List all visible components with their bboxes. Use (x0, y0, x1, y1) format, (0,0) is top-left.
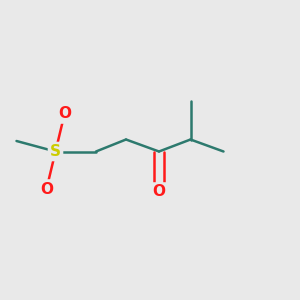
Text: O: O (152, 184, 166, 200)
Text: S: S (50, 144, 61, 159)
Text: O: O (58, 106, 71, 122)
Text: O: O (40, 182, 53, 196)
